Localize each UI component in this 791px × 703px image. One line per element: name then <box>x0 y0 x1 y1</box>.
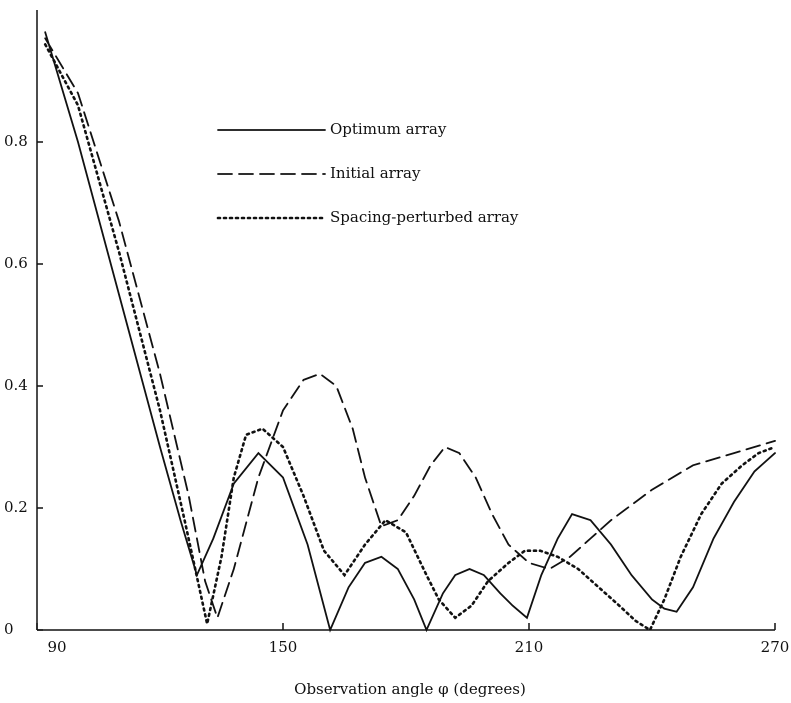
x-axis-label: Observation angle φ (degrees) <box>294 680 526 698</box>
legend-label: Initial array <box>330 164 421 182</box>
y-tick-label: 0.2 <box>4 498 28 516</box>
chart: Observation angle φ (degrees) 0 0.2 0.4 0.6… <box>0 0 791 703</box>
x-tick-label: 270 <box>761 638 790 656</box>
legend-label: Spacing-perturbed array <box>330 208 519 226</box>
x-tick-label: 90 <box>47 638 66 656</box>
x-tick-label: 150 <box>269 638 298 656</box>
legend-label: Optimum array <box>330 120 447 138</box>
page: {"chart_data": {"type": "line", "x_label… <box>0 0 791 703</box>
y-tick-label: 0.6 <box>4 254 28 272</box>
y-tick-label: 0 <box>4 620 14 638</box>
y-tick-label: 0.4 <box>4 376 28 394</box>
y-tick-label: 0.8 <box>4 132 28 150</box>
x-tick-label: 210 <box>515 638 544 656</box>
